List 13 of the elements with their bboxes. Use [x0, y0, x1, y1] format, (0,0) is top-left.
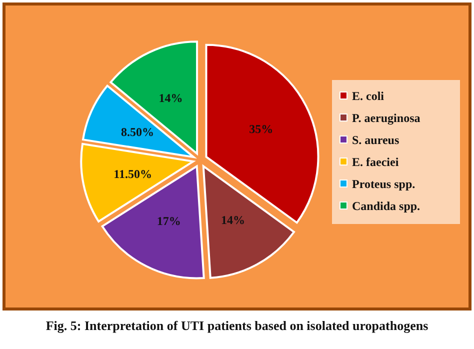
legend-label: E. coli — [352, 89, 385, 103]
data-label: 14% — [221, 213, 246, 228]
legend-label: Proteus spp. — [352, 177, 416, 191]
data-label: 17% — [156, 214, 181, 228]
legend-label: E. faeciei — [352, 155, 400, 169]
caption: Fig. 5: Interpretation of UTI patients based on isolated uropathogens — [46, 318, 428, 333]
legend-label: S. aureus — [352, 133, 400, 147]
data-label: 11.50% — [114, 166, 152, 181]
data-label: 8.50% — [120, 124, 154, 139]
data-label: 14% — [158, 90, 183, 105]
legend-label: P. aeruginosa — [352, 111, 420, 125]
legend-label: Candida spp. — [352, 199, 420, 213]
data-label: 35% — [249, 122, 274, 136]
